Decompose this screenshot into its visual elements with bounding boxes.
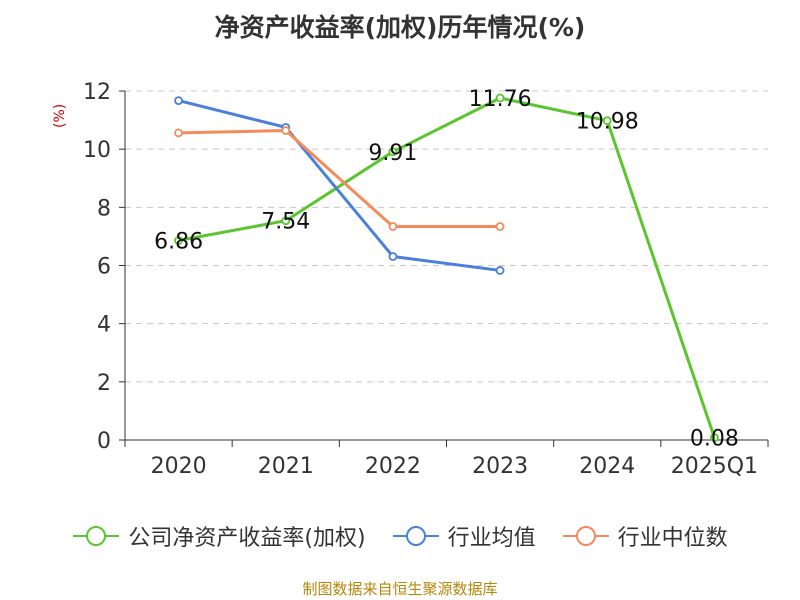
data-label: 9.91 xyxy=(368,141,417,166)
y-tick-label: 10 xyxy=(83,138,111,163)
x-tick-label: 2021 xyxy=(258,454,314,479)
data-point xyxy=(388,222,398,231)
data-point xyxy=(174,236,183,245)
legend-swatch-circle xyxy=(405,526,426,546)
data-point xyxy=(388,147,398,157)
series-line-1 xyxy=(178,99,501,272)
y-tick-label: 4 xyxy=(97,313,111,338)
legend-swatch-icon xyxy=(73,526,120,546)
y-tick-label: 8 xyxy=(97,196,111,221)
x-tick-label: 2020 xyxy=(151,454,207,479)
y-tick-label: 2 xyxy=(97,371,111,396)
data-label: 6.86 xyxy=(154,229,203,254)
y-tick-label: 0 xyxy=(97,429,111,454)
data-point xyxy=(281,126,291,135)
data-point xyxy=(281,216,291,226)
data-point xyxy=(495,266,505,275)
data-label: 10.98 xyxy=(576,110,639,135)
chart-legend: 公司净资产收益率(加权) 行业均值 行业中位数 xyxy=(0,520,800,552)
legend-item[interactable]: 行业均值 xyxy=(392,520,536,552)
legend-swatch-icon xyxy=(392,526,439,546)
data-label: 11.76 xyxy=(469,87,532,112)
data-point xyxy=(174,128,183,138)
legend-label: 行业中位数 xyxy=(617,526,728,551)
legend-swatch-circle xyxy=(575,526,596,546)
data-point xyxy=(710,433,719,443)
data-point xyxy=(174,96,183,105)
data-label: 0.08 xyxy=(690,427,739,452)
legend-swatch-icon xyxy=(562,526,609,546)
data-label: 7.54 xyxy=(261,210,310,235)
legend-swatch-circle xyxy=(86,526,107,546)
legend-label: 公司净资产收益率(加权) xyxy=(128,526,366,551)
series-line-2 xyxy=(178,129,501,229)
x-tick-label: 2022 xyxy=(365,454,421,479)
legend-item[interactable]: 行业中位数 xyxy=(562,520,728,552)
legend-label: 行业均值 xyxy=(447,526,536,551)
x-tick-label: 2024 xyxy=(579,454,635,479)
source-note: 制图数据来自恒生聚源数据库 xyxy=(302,580,498,598)
chart-title: 净资产收益率(加权)历年情况(%) xyxy=(214,13,586,42)
data-point xyxy=(388,252,398,261)
data-point xyxy=(602,116,612,126)
x-tick-label: 2023 xyxy=(472,454,528,479)
legend-item[interactable]: 公司净资产收益率(加权) xyxy=(72,520,366,552)
y-tick-label: 6 xyxy=(97,255,111,280)
x-tick-label: 2025Q1 xyxy=(671,454,758,479)
series-line-0 xyxy=(178,96,716,439)
data-point xyxy=(495,222,505,231)
data-point xyxy=(495,93,505,103)
y-tick-label: 12 xyxy=(83,80,111,105)
